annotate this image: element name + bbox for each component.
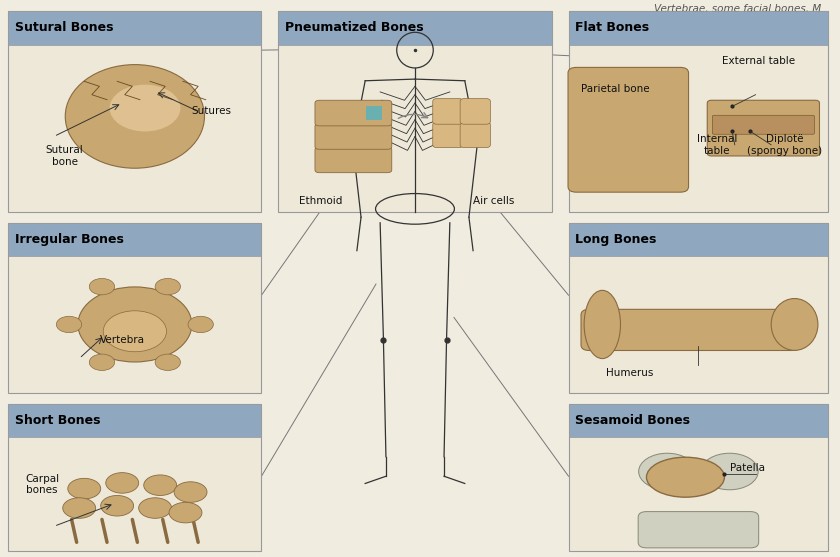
Bar — [8, 223, 261, 256]
FancyBboxPatch shape — [460, 122, 491, 148]
Ellipse shape — [638, 453, 696, 490]
Ellipse shape — [155, 354, 181, 370]
FancyBboxPatch shape — [433, 99, 463, 124]
FancyBboxPatch shape — [568, 67, 689, 192]
Text: Ethmoid: Ethmoid — [299, 196, 342, 206]
Text: Sesamoid Bones: Sesamoid Bones — [575, 414, 690, 427]
Text: Flat Bones: Flat Bones — [575, 21, 649, 35]
Ellipse shape — [66, 65, 204, 168]
Text: Parietal bone: Parietal bone — [581, 84, 649, 94]
Bar — [278, 11, 552, 45]
Bar — [569, 223, 828, 256]
FancyBboxPatch shape — [460, 99, 491, 124]
FancyBboxPatch shape — [433, 122, 463, 148]
FancyBboxPatch shape — [315, 147, 391, 173]
FancyBboxPatch shape — [315, 124, 391, 149]
Ellipse shape — [63, 498, 96, 519]
Bar — [8, 404, 261, 437]
Bar — [8, 404, 261, 551]
Text: Sutural Bones: Sutural Bones — [15, 21, 113, 35]
Bar — [365, 106, 382, 120]
Ellipse shape — [56, 316, 81, 333]
Text: Humerus: Humerus — [606, 368, 654, 378]
Bar — [8, 223, 261, 393]
Text: Long Bones: Long Bones — [575, 233, 657, 246]
FancyBboxPatch shape — [581, 309, 801, 350]
Text: Sutural
bone: Sutural bone — [45, 145, 83, 167]
Ellipse shape — [647, 457, 724, 497]
Text: Irregular Bones: Irregular Bones — [15, 233, 123, 246]
Ellipse shape — [584, 290, 621, 359]
Text: Diplotë
(spongy bone): Diplotë (spongy bone) — [747, 134, 822, 155]
Ellipse shape — [68, 478, 101, 499]
Text: Carpal
bones: Carpal bones — [25, 474, 59, 495]
Ellipse shape — [174, 482, 207, 502]
Text: External table: External table — [722, 56, 795, 66]
Ellipse shape — [155, 278, 181, 295]
Text: Vertebrae, some facial bones, M: Vertebrae, some facial bones, M — [654, 4, 822, 14]
Text: Patella: Patella — [730, 463, 765, 473]
FancyBboxPatch shape — [712, 115, 815, 134]
FancyBboxPatch shape — [707, 100, 820, 156]
Ellipse shape — [771, 299, 818, 350]
Text: Air cells: Air cells — [473, 196, 514, 206]
Ellipse shape — [101, 496, 134, 516]
Ellipse shape — [139, 498, 171, 519]
Ellipse shape — [89, 354, 114, 370]
Text: Pneumatized Bones: Pneumatized Bones — [285, 21, 423, 35]
Bar — [569, 223, 828, 393]
Bar — [569, 11, 828, 212]
Ellipse shape — [109, 85, 181, 131]
Text: Vertebra: Vertebra — [100, 335, 144, 345]
Text: Internal
table: Internal table — [697, 134, 738, 155]
Ellipse shape — [144, 475, 176, 496]
Ellipse shape — [78, 287, 192, 362]
Bar — [8, 11, 261, 212]
Bar — [278, 11, 552, 212]
Bar — [8, 11, 261, 45]
Ellipse shape — [701, 453, 759, 490]
Bar — [569, 404, 828, 551]
Text: Sutures: Sutures — [191, 106, 231, 116]
Ellipse shape — [188, 316, 213, 333]
Ellipse shape — [106, 473, 139, 493]
Text: Short Bones: Short Bones — [15, 414, 101, 427]
FancyBboxPatch shape — [315, 100, 391, 126]
FancyBboxPatch shape — [638, 511, 759, 548]
Ellipse shape — [169, 502, 202, 523]
Ellipse shape — [103, 311, 166, 352]
Bar — [569, 11, 828, 45]
Bar — [569, 404, 828, 437]
Ellipse shape — [89, 278, 114, 295]
